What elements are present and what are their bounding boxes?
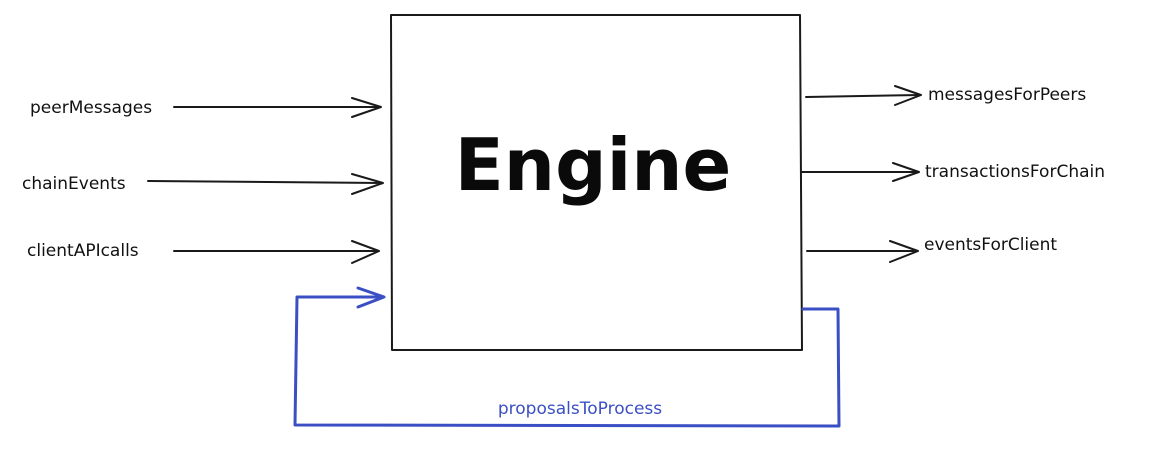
output-label-messages-for-peers: messagesForPeers (928, 85, 1086, 105)
input-arrow-chain-events (147, 173, 384, 195)
output-events-for-client: eventsForClient (806, 235, 1057, 263)
output-arrow-transactions-for-chain (801, 162, 920, 182)
input-label-client-api-calls: clientAPIcalls (27, 241, 139, 261)
output-transactions-for-chain: transactionsForChain (801, 162, 1105, 182)
output-messages-for-peers: messagesForPeers (805, 85, 1086, 106)
input-chain-events: chainEvents (22, 173, 384, 195)
feedback-loop: proposalsToProcess (293, 286, 841, 428)
input-arrow-client-api-calls (173, 240, 380, 264)
feedback-label: proposalsToProcess (498, 399, 662, 419)
input-label-peer-messages: peerMessages (30, 98, 152, 118)
output-label-events-for-client: eventsForClient (924, 235, 1057, 255)
engine-box: Engine (390, 14, 803, 351)
feedback-arrow (293, 286, 841, 428)
input-peer-messages: peerMessages (30, 97, 382, 118)
engine-label: Engine (455, 123, 732, 207)
engine-box-outline (390, 14, 803, 351)
output-arrow-messages-for-peers (805, 85, 922, 106)
output-arrow-events-for-client (806, 240, 919, 263)
input-label-chain-events: chainEvents (22, 174, 126, 194)
input-client-api-calls: clientAPIcalls (27, 240, 380, 264)
input-arrow-peer-messages (173, 97, 382, 118)
output-label-transactions-for-chain: transactionsForChain (925, 162, 1105, 182)
